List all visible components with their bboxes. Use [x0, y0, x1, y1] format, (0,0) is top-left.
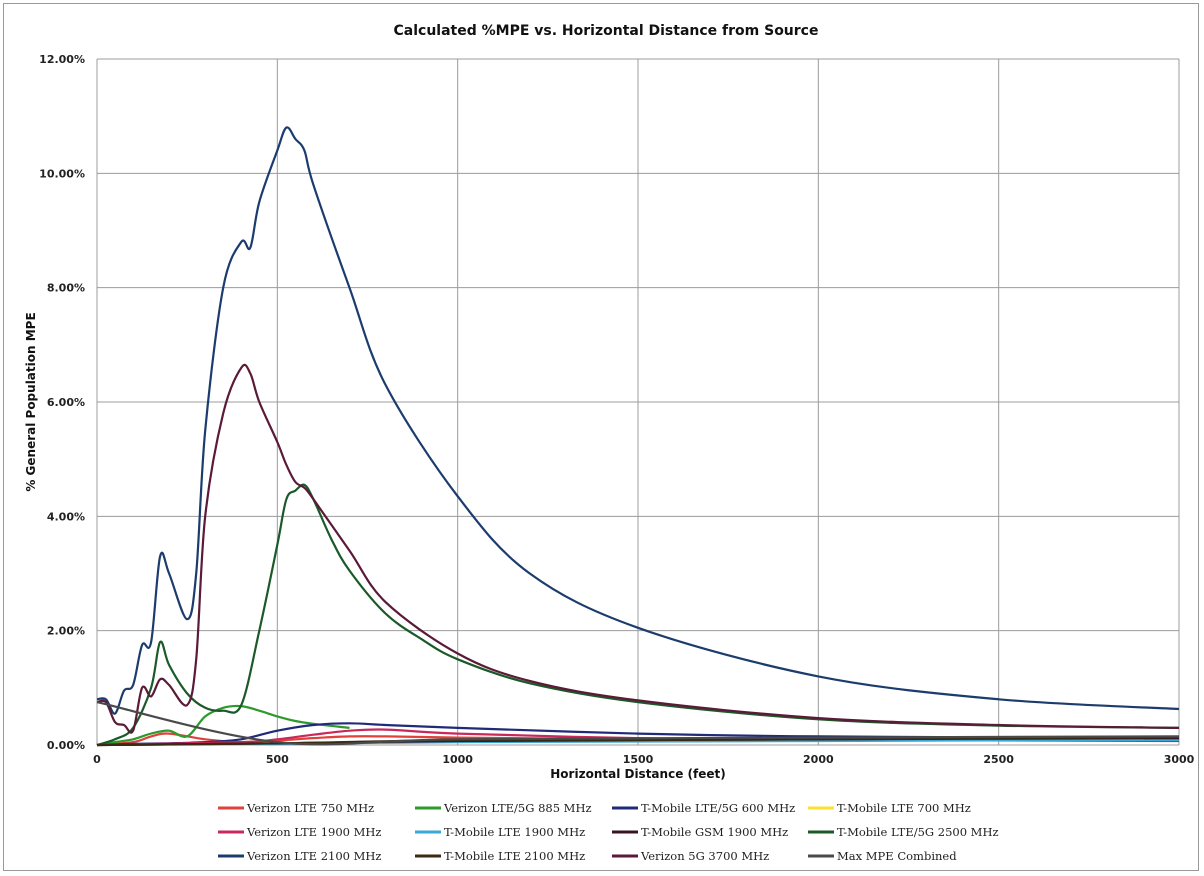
series-line-max-mpe-combined	[96, 701, 1180, 746]
y-tick-label: 4.00%	[47, 510, 85, 523]
legend-label-t-mobile-lte-700-mhz: T-Mobile LTE 700 MHz	[837, 801, 971, 815]
x-tick-label: 500	[266, 753, 289, 766]
x-tick-label: 0	[93, 753, 101, 766]
y-tick-label: 12.00%	[39, 53, 85, 66]
chart-frame	[3, 3, 1199, 871]
y-axis-title: % General Population MPE	[24, 312, 38, 491]
x-tick-label: 2500	[983, 753, 1014, 766]
y-tick-label: 0.00%	[47, 739, 85, 752]
tick-labels: 0 500 1000 1500 2000 2500 3000 0.00% 2.00% 4.00% 6…	[39, 53, 1194, 766]
series-line-t-mobile-lte-2100-mhz	[96, 735, 1180, 747]
legend-label-t-mobile-lte-1900-mhz: T-Mobile LTE 1900 MHz	[444, 825, 585, 839]
x-tick-label: 1000	[442, 753, 473, 766]
y-tick-label: 6.00%	[47, 396, 85, 409]
chart-title: Calculated %MPE vs. Horizontal Distance …	[394, 23, 819, 39]
y-tick-label: 8.00%	[47, 282, 85, 295]
legend-label-verizon-lte-5g-885-mhz: Verizon LTE/5G 885 MHz	[443, 801, 592, 815]
legend-label-verizon-lte-1900-mhz: Verizon LTE 1900 MHz	[246, 825, 381, 839]
x-tick-label: 2000	[803, 753, 834, 766]
series-line-t-mobile-lte-5g-2500-mhz	[96, 483, 1180, 747]
y-tick-label: 10.00%	[39, 167, 85, 180]
legend-label-t-mobile-lte-5g-600-mhz: T-Mobile LTE/5G 600 MHz	[641, 801, 795, 815]
legend-label-max-mpe-combined: Max MPE Combined	[837, 849, 957, 863]
legend-label-t-mobile-lte-5g-2500-mhz: T-Mobile LTE/5G 2500 MHz	[837, 825, 999, 839]
series-line-verizon-5g-3700-mhz	[96, 363, 1180, 734]
legend-label-t-mobile-gsm-1900-mhz: T-Mobile GSM 1900 MHz	[641, 825, 788, 839]
grid-lines	[96, 58, 1180, 746]
legend-label-verizon-lte-2100-mhz: Verizon LTE 2100 MHz	[246, 849, 381, 863]
series-line-verizon-lte-2100-mhz	[96, 126, 1180, 715]
legend-label-verizon-lte-750-mhz: Verizon LTE 750 MHz	[246, 801, 374, 815]
y-tick-label: 2.00%	[47, 625, 85, 638]
x-tick-label: 3000	[1164, 753, 1195, 766]
legend: Verizon LTE 750 MHz Verizon LTE/5G 885 MH…	[218, 801, 999, 863]
x-tick-label: 1500	[623, 753, 654, 766]
legend-label-verizon-5g-3700-mhz: Verizon 5G 3700 MHz	[640, 849, 769, 863]
x-axis-title: Horizontal Distance (feet)	[550, 767, 725, 781]
legend-label-t-mobile-lte-2100-mhz: T-Mobile LTE 2100 MHz	[444, 849, 585, 863]
series-lines	[96, 126, 1180, 747]
